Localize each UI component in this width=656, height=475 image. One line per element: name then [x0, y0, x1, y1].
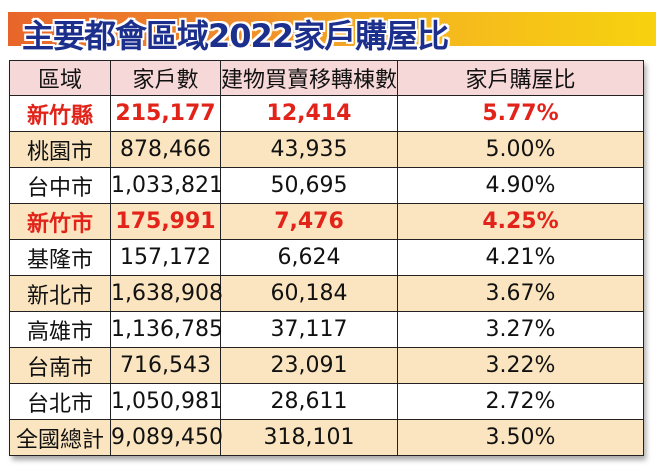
cell-households: 1,050,981	[110, 383, 223, 420]
cell-region: 新竹縣	[9, 95, 111, 132]
cell-region: 台南市	[9, 347, 111, 384]
cell-ratio: 4.21%	[397, 239, 644, 276]
cell-ratio: 3.50%	[397, 419, 644, 456]
cell-households: 716,543	[110, 347, 221, 384]
cell-region: 新竹市	[9, 203, 111, 240]
cell-transfers: 12,414	[220, 95, 398, 132]
household-purchase-ratio-table: 區域 家戶數 建物買賣移轉棟數 家戶購屋比 新竹縣 215,177 12,414…	[9, 60, 644, 456]
cell-households: 9,089,450	[110, 419, 223, 456]
cell-transfers: 28,611	[220, 383, 398, 420]
cell-ratio: 4.25%	[397, 203, 644, 240]
cell-region: 全國總計	[9, 419, 111, 456]
cell-households: 1,638,908	[110, 275, 223, 312]
header-ratio: 家戶購屋比	[397, 60, 644, 96]
cell-transfers: 43,935	[220, 131, 398, 168]
table-row: 高雄市 1,136,785 37,117 3.27%	[9, 311, 644, 348]
cell-transfers: 7,476	[220, 203, 398, 240]
cell-transfers: 50,695	[220, 167, 398, 204]
table-row: 新北市 1,638,908 60,184 3.67%	[9, 275, 644, 312]
table-row-total: 全國總計 9,089,450 318,101 3.50%	[9, 419, 644, 456]
cell-households: 215,177	[110, 95, 221, 132]
table-row: 台中市 1,033,821 50,695 4.90%	[9, 167, 644, 204]
cell-ratio: 5.00%	[397, 131, 644, 168]
cell-ratio: 5.77%	[397, 95, 644, 132]
cell-ratio: 3.27%	[397, 311, 644, 348]
cell-ratio: 3.22%	[397, 347, 644, 384]
cell-households: 1,033,821	[110, 167, 223, 204]
cell-region: 新北市	[9, 275, 111, 312]
table-row: 新竹縣 215,177 12,414 5.77%	[9, 95, 644, 132]
cell-region: 基隆市	[9, 239, 111, 276]
cell-transfers: 318,101	[220, 419, 398, 456]
cell-households: 878,466	[110, 131, 221, 168]
cell-ratio: 2.72%	[397, 383, 644, 420]
header-transfers: 建物買賣移轉棟數	[220, 60, 398, 96]
table-row: 桃園市 878,466 43,935 5.00%	[9, 131, 644, 168]
cell-ratio: 4.90%	[397, 167, 644, 204]
table-row: 新竹市 175,991 7,476 4.25%	[9, 203, 644, 240]
header-region: 區域	[9, 60, 111, 96]
cell-transfers: 23,091	[220, 347, 398, 384]
cell-region: 台中市	[9, 167, 111, 204]
cell-transfers: 60,184	[220, 275, 398, 312]
cell-households: 157,172	[110, 239, 221, 276]
cell-transfers: 37,117	[220, 311, 398, 348]
table-row: 台南市 716,543 23,091 3.22%	[9, 347, 644, 384]
title-banner: 主要都會區域2022家戶購屋比	[8, 12, 656, 55]
table-row: 基隆市 157,172 6,624 4.21%	[9, 239, 644, 276]
cell-region: 台北市	[9, 383, 111, 420]
page-title: 主要都會區域2022家戶購屋比	[22, 17, 449, 55]
table-header-row: 區域 家戶數 建物買賣移轉棟數 家戶購屋比	[9, 60, 644, 96]
data-table-container: 區域 家戶數 建物買賣移轉棟數 家戶購屋比 新竹縣 215,177 12,414…	[9, 60, 644, 456]
header-households: 家戶數	[110, 60, 221, 96]
cell-households: 1,136,785	[110, 311, 223, 348]
cell-region: 高雄市	[9, 311, 111, 348]
cell-households: 175,991	[110, 203, 221, 240]
cell-ratio: 3.67%	[397, 275, 644, 312]
cell-transfers: 6,624	[220, 239, 398, 276]
cell-region: 桃園市	[9, 131, 111, 168]
table-row: 台北市 1,050,981 28,611 2.72%	[9, 383, 644, 420]
